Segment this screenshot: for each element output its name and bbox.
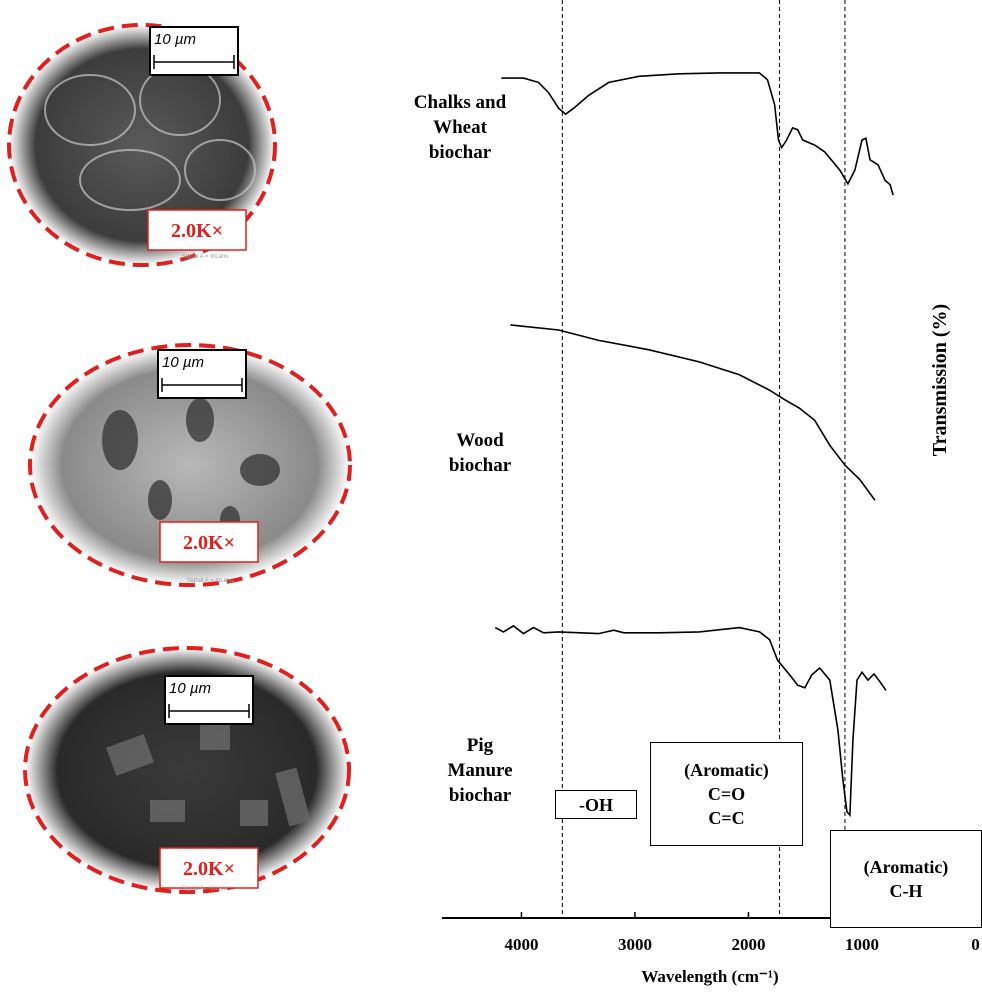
spectrum-line	[510, 325, 875, 500]
x-tick-label: 0	[971, 935, 980, 954]
scale-bar-label: 10 µm	[169, 680, 211, 697]
signal-label: Signal A = InLens	[182, 886, 229, 892]
scale-bar-label: 10 µm	[162, 354, 204, 371]
spectrum-line	[501, 73, 893, 195]
figure: 10 µm 2.0K× Signal A = InLens 10 µm 2.0K× Sig…	[0, 0, 982, 992]
annotation-box: (Aromatic) C-H	[830, 830, 982, 928]
scale-bar-label: 10 µm	[154, 31, 196, 48]
series-label: Wood biochar	[420, 428, 540, 478]
series-label: Chalks and Wheat biochar	[390, 90, 530, 165]
x-tick-label: 1000	[845, 935, 879, 954]
x-axis-label: Wavelength (cm⁻¹)	[641, 967, 778, 986]
signal-label: Signal A = InLens	[182, 254, 229, 260]
magnification-label: 2.0K×	[171, 220, 223, 242]
magnification-label: 2.0K×	[183, 858, 235, 880]
annotation-box: -OH	[555, 790, 637, 819]
x-tick-label: 3000	[618, 935, 652, 954]
x-tick-label: 4000	[504, 935, 538, 954]
series-label: Pig Manure biochar	[420, 733, 540, 808]
y-axis-label: Transmission (%)	[929, 304, 951, 456]
x-tick-label: 2000	[731, 935, 765, 954]
magnification-label: 2.0K×	[183, 532, 235, 554]
signal-label: Signal A = InLens	[187, 578, 234, 584]
annotation-box: (Aromatic) C=O C=C	[650, 742, 803, 846]
